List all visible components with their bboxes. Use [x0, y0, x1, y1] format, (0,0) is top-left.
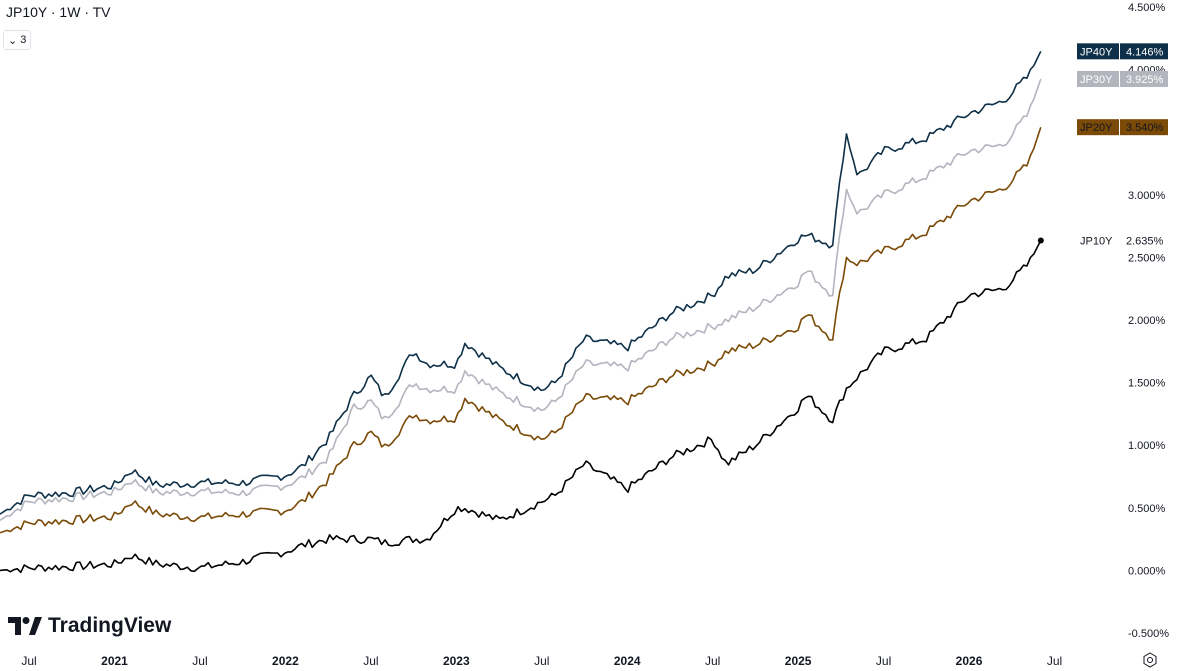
series-name-box [1077, 119, 1119, 136]
chevron-down-icon: ⌄ [8, 34, 18, 47]
gear-icon[interactable] [1142, 652, 1158, 668]
series-value-box [1120, 119, 1168, 136]
series-line-jp30y[interactable] [0, 78, 1042, 521]
series-lines [0, 50, 1042, 574]
series-tag-jp40y[interactable]: JP40Y 4.146% [1077, 43, 1168, 60]
y-tick-label: 3.000% [1128, 190, 1166, 202]
y-tick-label: 2.000% [1128, 315, 1166, 327]
x-tick-label: Jul [705, 654, 720, 668]
price-scale[interactable]: 4.500%4.000%3.000%2.500%2.000%1.500%1.00… [1128, 2, 1169, 640]
tradingview-logo[interactable]: TradingView [8, 614, 171, 638]
series-value-label: 3.540% [1126, 122, 1164, 134]
series-name-label: JP40Y [1080, 46, 1113, 58]
series-line-jp40y[interactable] [0, 50, 1042, 515]
series-line-jp10y[interactable] [0, 240, 1042, 574]
series-name-label: JP30Y [1080, 74, 1113, 86]
time-scale[interactable]: Jul 2021 Jul 2022 Jul 2023 Jul 2024 Jul 2025 Jul 20… [21, 654, 1062, 668]
x-tick-label: 2025 [785, 654, 812, 668]
series-line-jp20y[interactable] [0, 126, 1042, 534]
last-point-jp10y [1037, 237, 1044, 244]
indicator-collapse-button[interactable]: ⌄ 3 [3, 30, 32, 50]
y-tick-label: 1.000% [1128, 440, 1166, 452]
series-name-label: JP10Y [1080, 235, 1113, 247]
x-tick-label: 2024 [614, 654, 641, 668]
series-tag-jp30y[interactable]: JP30Y 3.925% [1077, 70, 1168, 87]
x-tick-label: Jul [1047, 654, 1062, 668]
series-value-box [1120, 70, 1168, 87]
y-tick-label: 1.500% [1128, 378, 1166, 390]
y-tick-label: 0.500% [1128, 503, 1166, 515]
x-tick-label: Jul [192, 654, 207, 668]
series-tag-jp20y[interactable]: JP20Y 3.540% [1077, 119, 1168, 136]
series-name-label: JP20Y [1080, 122, 1113, 134]
series-value-label: 3.925% [1126, 74, 1164, 86]
series-labels: JP40Y 4.146% JP30Y 3.925% JP20Y 3.540% JP10Y 2.… [1037, 43, 1168, 247]
tradingview-logo-icon [8, 617, 42, 635]
series-name-box [1077, 43, 1119, 60]
x-tick-label: Jul [876, 654, 891, 668]
indicator-count: 3 [20, 34, 27, 46]
x-tick-label: 2021 [101, 654, 128, 668]
x-tick-label: 2022 [272, 654, 299, 668]
y-tick-label: -0.500% [1128, 628, 1169, 640]
series-value-label: 4.146% [1126, 46, 1164, 58]
series-name-box [1077, 70, 1119, 87]
y-tick-label: 2.500% [1128, 252, 1166, 264]
x-tick-label: 2026 [956, 654, 983, 668]
y-tick-label: 4.500% [1128, 2, 1166, 14]
y-tick-label: 0.000% [1128, 565, 1166, 577]
series-value-box [1120, 43, 1168, 60]
x-tick-label: Jul [21, 654, 36, 668]
x-tick-label: Jul [363, 654, 378, 668]
tradingview-wordmark: TradingView [48, 614, 172, 637]
x-tick-label: 2023 [443, 654, 470, 668]
symbol-header[interactable]: JP10Y · 1W · TV [6, 4, 111, 20]
series-tag-jp10y[interactable]: JP10Y 2.635% [1080, 235, 1164, 247]
series-value-label: 2.635% [1126, 235, 1164, 247]
x-tick-label: Jul [534, 654, 549, 668]
